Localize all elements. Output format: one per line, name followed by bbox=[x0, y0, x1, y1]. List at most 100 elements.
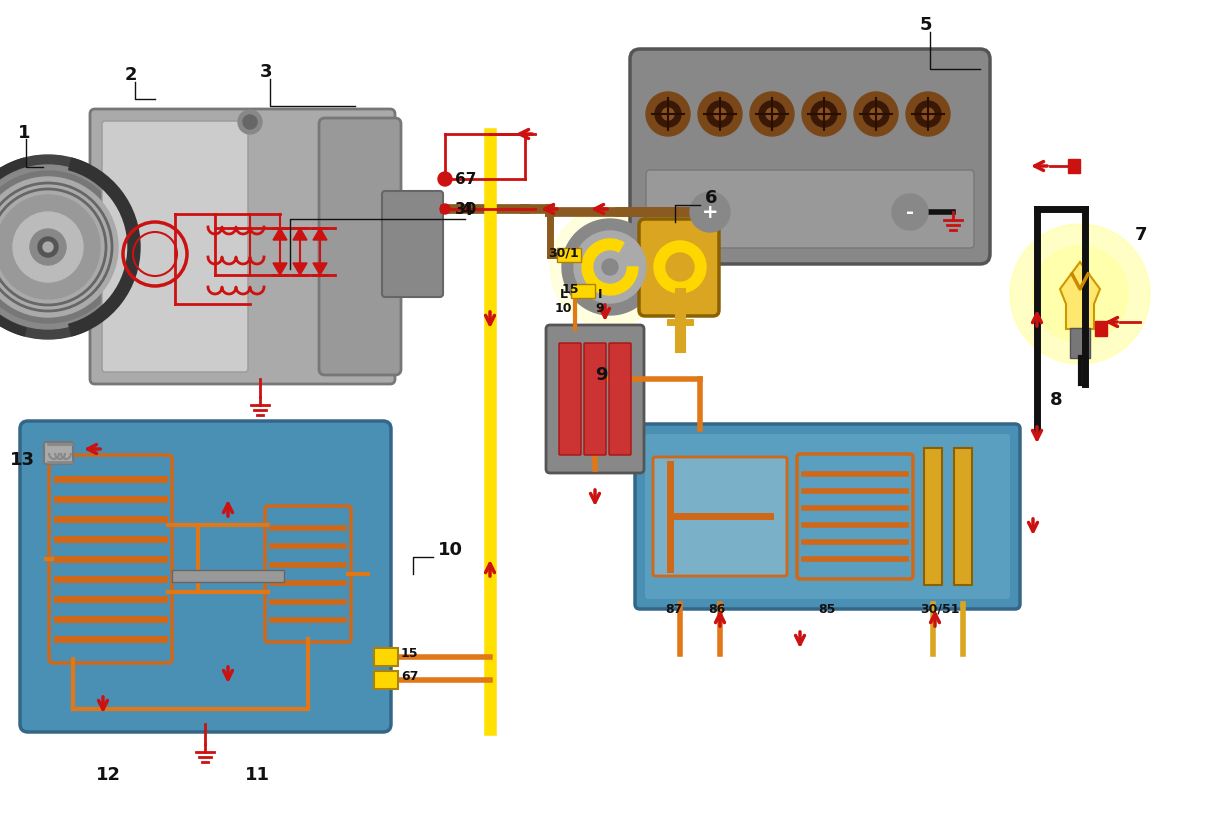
Circle shape bbox=[906, 93, 950, 137]
Circle shape bbox=[1010, 224, 1150, 364]
Wedge shape bbox=[582, 240, 638, 296]
Text: 2: 2 bbox=[125, 66, 138, 84]
Text: -: - bbox=[906, 203, 914, 222]
Polygon shape bbox=[294, 229, 307, 241]
Text: 10: 10 bbox=[438, 541, 463, 559]
Circle shape bbox=[0, 165, 130, 329]
Circle shape bbox=[691, 192, 730, 233]
Circle shape bbox=[244, 115, 257, 130]
Circle shape bbox=[43, 242, 54, 253]
Circle shape bbox=[654, 242, 706, 294]
FancyBboxPatch shape bbox=[583, 344, 607, 455]
FancyBboxPatch shape bbox=[172, 570, 284, 582]
Text: 86: 86 bbox=[708, 602, 725, 615]
Text: I: I bbox=[598, 287, 603, 301]
Text: 9: 9 bbox=[596, 301, 604, 314]
Circle shape bbox=[766, 109, 778, 121]
FancyBboxPatch shape bbox=[954, 449, 972, 586]
Circle shape bbox=[574, 232, 646, 304]
FancyBboxPatch shape bbox=[571, 285, 596, 299]
Circle shape bbox=[1032, 247, 1128, 342]
Circle shape bbox=[561, 219, 658, 315]
FancyBboxPatch shape bbox=[374, 648, 398, 666]
FancyBboxPatch shape bbox=[639, 219, 719, 317]
Circle shape bbox=[602, 260, 618, 276]
FancyBboxPatch shape bbox=[924, 449, 942, 586]
Text: 30/1: 30/1 bbox=[548, 247, 579, 259]
Text: L: L bbox=[560, 287, 568, 301]
Text: 67: 67 bbox=[401, 669, 418, 682]
Text: 3: 3 bbox=[259, 63, 273, 81]
FancyBboxPatch shape bbox=[319, 119, 401, 376]
Text: 85: 85 bbox=[818, 602, 836, 615]
Polygon shape bbox=[313, 264, 326, 276]
Text: 6: 6 bbox=[705, 188, 717, 206]
Text: 30/51: 30/51 bbox=[920, 602, 960, 615]
Polygon shape bbox=[1060, 263, 1100, 329]
Polygon shape bbox=[273, 229, 287, 241]
Circle shape bbox=[892, 195, 928, 231]
FancyBboxPatch shape bbox=[1095, 322, 1107, 337]
Circle shape bbox=[594, 251, 626, 283]
Wedge shape bbox=[68, 159, 140, 337]
Circle shape bbox=[38, 238, 58, 258]
Text: 12: 12 bbox=[96, 765, 121, 783]
FancyBboxPatch shape bbox=[90, 110, 395, 385]
FancyBboxPatch shape bbox=[630, 50, 990, 265]
Circle shape bbox=[818, 109, 829, 121]
Circle shape bbox=[811, 102, 837, 128]
Circle shape bbox=[870, 109, 882, 121]
Circle shape bbox=[922, 109, 934, 121]
Text: 4: 4 bbox=[460, 201, 473, 219]
Circle shape bbox=[238, 111, 262, 135]
Circle shape bbox=[801, 93, 847, 137]
Text: 67: 67 bbox=[456, 172, 476, 188]
FancyBboxPatch shape bbox=[646, 171, 974, 249]
Circle shape bbox=[666, 254, 694, 282]
Circle shape bbox=[440, 205, 449, 215]
Circle shape bbox=[854, 93, 898, 137]
Polygon shape bbox=[273, 264, 287, 276]
FancyBboxPatch shape bbox=[559, 344, 581, 455]
Polygon shape bbox=[313, 229, 326, 241]
Circle shape bbox=[750, 93, 794, 137]
FancyBboxPatch shape bbox=[382, 192, 443, 297]
Circle shape bbox=[0, 172, 124, 324]
Circle shape bbox=[646, 93, 691, 137]
Circle shape bbox=[0, 196, 100, 300]
Text: 87: 87 bbox=[665, 602, 682, 615]
FancyBboxPatch shape bbox=[635, 424, 1019, 609]
Text: 1: 1 bbox=[18, 124, 30, 142]
Circle shape bbox=[864, 102, 889, 128]
Circle shape bbox=[655, 102, 681, 128]
Text: 10: 10 bbox=[555, 301, 572, 314]
Circle shape bbox=[551, 208, 670, 328]
FancyBboxPatch shape bbox=[609, 344, 631, 455]
Circle shape bbox=[915, 102, 942, 128]
Text: 30: 30 bbox=[456, 202, 476, 217]
Text: 15: 15 bbox=[401, 646, 419, 659]
FancyBboxPatch shape bbox=[646, 434, 1010, 600]
Circle shape bbox=[706, 102, 733, 128]
FancyBboxPatch shape bbox=[374, 672, 398, 689]
FancyBboxPatch shape bbox=[653, 458, 787, 577]
Circle shape bbox=[0, 178, 118, 318]
Circle shape bbox=[698, 93, 742, 137]
Wedge shape bbox=[0, 159, 27, 337]
FancyBboxPatch shape bbox=[546, 326, 644, 473]
Circle shape bbox=[13, 213, 83, 283]
Circle shape bbox=[714, 109, 726, 121]
Text: 11: 11 bbox=[245, 765, 270, 783]
Text: 9: 9 bbox=[596, 365, 608, 383]
FancyBboxPatch shape bbox=[1068, 160, 1080, 174]
Text: 8: 8 bbox=[1050, 391, 1062, 409]
Text: 5: 5 bbox=[920, 16, 933, 34]
FancyBboxPatch shape bbox=[19, 422, 391, 732]
FancyBboxPatch shape bbox=[1069, 328, 1090, 359]
Circle shape bbox=[30, 229, 66, 265]
Circle shape bbox=[438, 173, 452, 187]
Circle shape bbox=[0, 156, 140, 340]
FancyBboxPatch shape bbox=[102, 122, 248, 373]
FancyBboxPatch shape bbox=[44, 442, 73, 464]
Polygon shape bbox=[294, 264, 307, 276]
